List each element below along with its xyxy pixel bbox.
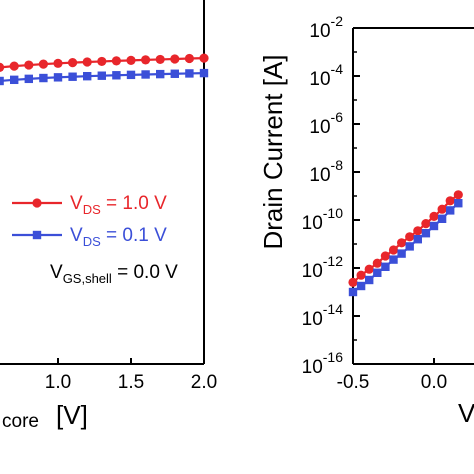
- right-data-point: [453, 190, 463, 200]
- left-x-ticks: 0.51.01.52.0: [45, 358, 217, 393]
- left-x-tick-label: 1.0: [45, 372, 71, 393]
- left-data-point: [111, 56, 121, 66]
- left-data-point: [184, 53, 194, 64]
- right-data-point: [445, 196, 455, 206]
- right-x-ticks: -0.5 0.0: [337, 358, 447, 393]
- right-data-point: [373, 268, 382, 277]
- legend-marker: [32, 230, 42, 240]
- left-data-point: [199, 53, 209, 63]
- left-data-point: [141, 55, 151, 65]
- left-data-point: [112, 71, 121, 80]
- left-x-axis-label-unit: [V]: [56, 400, 88, 430]
- right-data-point: [437, 204, 447, 214]
- right-data-point: [364, 264, 374, 274]
- left-data-point: [199, 68, 209, 78]
- right-y-tick-label: 10-10: [302, 205, 344, 234]
- left-data-point: [10, 75, 19, 85]
- left-data-point: [97, 56, 107, 67]
- left-annotation: VGS,shell = 0.0 V: [50, 262, 178, 286]
- right-data-point: [405, 232, 415, 242]
- right-data-point: [446, 206, 455, 215]
- right-x-axis-label-prefix: V: [458, 398, 474, 428]
- left-data-point: [0, 62, 5, 72]
- right-y-tick-label: 10-4: [309, 61, 343, 90]
- left-data-point: [24, 60, 34, 70]
- right-y-tick-label: 10-12: [302, 253, 344, 282]
- left-legend: VDS = 1.0 V VDS = 0.1 V: [12, 193, 167, 249]
- left-data-point: [126, 70, 136, 80]
- left-data-point: [170, 54, 180, 64]
- left-data-point: [82, 57, 92, 67]
- right-y-tick-label: 10-8: [309, 157, 343, 186]
- left-data-point: [39, 73, 48, 83]
- left-data-point: [83, 71, 92, 81]
- right-data-point: [356, 281, 366, 291]
- right-y-tick-label: 10-16: [302, 349, 344, 378]
- left-data-point: [126, 55, 136, 65]
- right-y-tick-label: 10-6: [309, 109, 343, 138]
- left-data-point: [68, 72, 77, 81]
- right-data-point: [388, 245, 399, 255]
- right-y-tick-label: 10-14: [302, 301, 344, 330]
- right-data-point: [421, 229, 431, 238]
- legend-label: VDS = 0.1 V: [70, 225, 167, 249]
- right-data-point: [389, 255, 398, 264]
- right-data-point: [413, 235, 422, 244]
- left-data-point: [156, 69, 165, 79]
- right-data-point: [429, 211, 439, 221]
- left-data-point: [53, 73, 63, 82]
- left-data-point: [185, 69, 194, 78]
- left-data-point: [0, 76, 4, 86]
- right-data-point: [429, 221, 439, 231]
- left-x-axis-label-suffix: core: [2, 411, 39, 432]
- legend-label: VDS = 1.0 V: [70, 193, 167, 217]
- left-data-point: [170, 69, 179, 78]
- right-data-point: [356, 270, 366, 280]
- right-data-point: [372, 258, 382, 268]
- left-data-point: [24, 74, 33, 84]
- left-data-point: [68, 58, 78, 68]
- left-data-point: [9, 61, 19, 71]
- right-y-tick-label: 10-2: [309, 13, 343, 42]
- left-data-point: [155, 54, 165, 65]
- right-data-point: [365, 275, 374, 285]
- legend-marker: [32, 198, 42, 208]
- right-y-ticks: 10-2 10-4 10-6 10-8 10-10 10-12 10-14 10-16: [302, 13, 360, 378]
- left-x-tick-label: 1.5: [118, 372, 144, 393]
- right-data-point: [397, 249, 406, 258]
- right-data-point: [405, 242, 414, 251]
- left-data-point: [53, 58, 63, 68]
- right-data-point: [413, 226, 423, 236]
- right-data-point: [348, 277, 358, 287]
- right-data-point: [380, 251, 390, 261]
- left-series-group: [0, 53, 209, 86]
- right-data-point: [397, 238, 407, 248]
- right-data-point: [437, 214, 447, 223]
- left-data-point: [97, 71, 106, 80]
- left-data-point: [141, 70, 150, 79]
- right-chart-panel: 10-2 10-4 10-6 10-8 10-10 10-12 10-14 10-16 -0.…: [258, 13, 474, 428]
- right-x-tick-label: -0.5: [337, 372, 370, 393]
- right-data-point: [348, 287, 358, 297]
- right-data-point: [381, 262, 390, 271]
- left-x-tick-label: 2.0: [191, 372, 217, 393]
- left-data-point: [38, 59, 49, 69]
- right-data-point: [454, 199, 463, 208]
- right-y-axis-label: Drain Current [A]: [258, 54, 288, 249]
- right-data-point: [421, 219, 431, 229]
- right-series-group: [348, 190, 463, 297]
- right-x-tick-label: 0.0: [421, 372, 447, 393]
